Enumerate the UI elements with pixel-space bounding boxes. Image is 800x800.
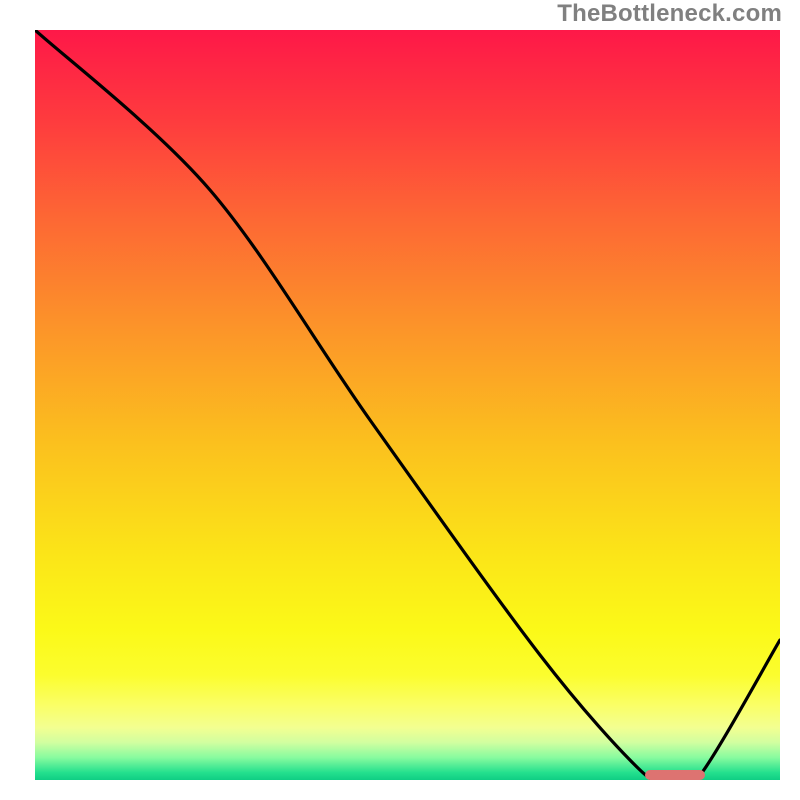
attribution-text: TheBottleneck.com: [557, 0, 782, 28]
chart-plot-area: [35, 30, 780, 780]
bottleneck-curve: [35, 30, 780, 780]
optimum-marker: [645, 770, 705, 780]
curve-path: [35, 30, 780, 780]
